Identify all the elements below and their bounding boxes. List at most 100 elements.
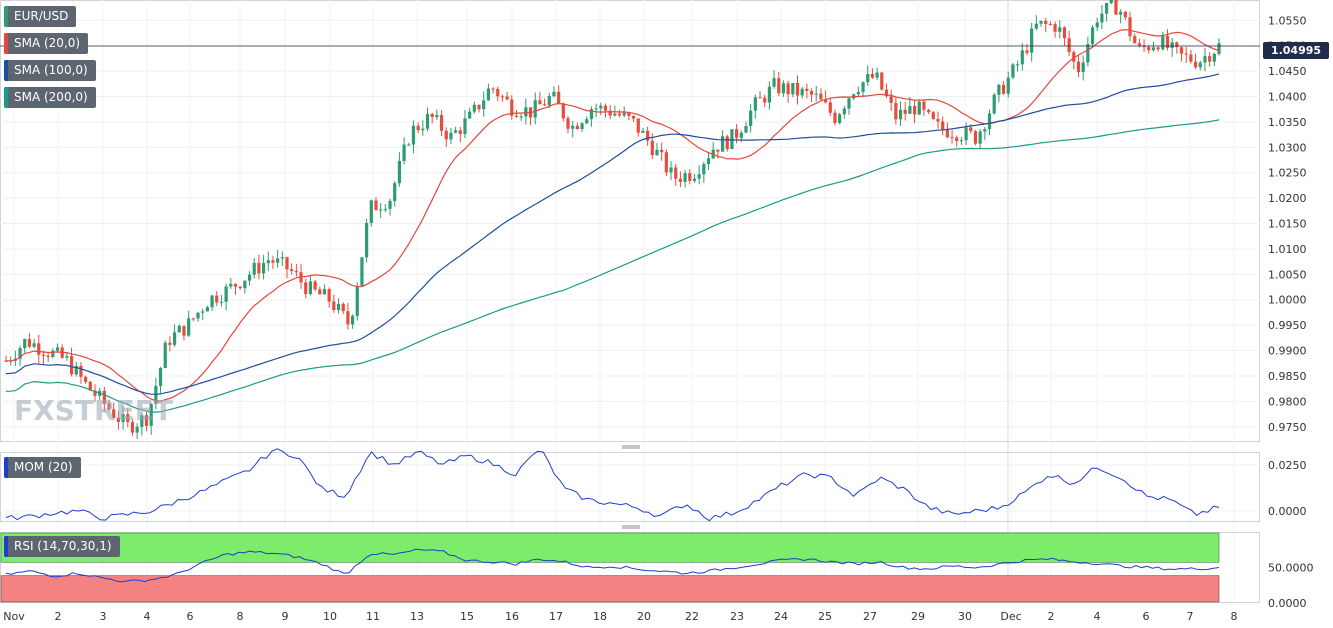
sma20-tag-accent [4, 33, 8, 54]
candle-body [735, 129, 739, 138]
price-tick-label: 0.9850 [1268, 370, 1307, 383]
candle-body [1025, 50, 1029, 53]
candle-body [205, 307, 209, 312]
sma-lines [0, 28, 1260, 413]
candle-body [1217, 43, 1221, 54]
time-tick-label: 16 [505, 610, 519, 623]
candle-body [1076, 61, 1081, 73]
candle-body [964, 127, 968, 141]
candle-body [341, 303, 345, 312]
mom-panel-frame [0, 452, 1260, 522]
rsi-tag-accent [4, 536, 8, 557]
candle-body [144, 415, 149, 426]
time-tick-label: 9 [282, 610, 289, 623]
candle-body [430, 113, 434, 117]
sma20-tag[interactable]: SMA (20,0) [4, 33, 89, 54]
candle-body [18, 348, 22, 359]
candle-body [1020, 50, 1024, 65]
candle-body [308, 281, 313, 295]
sma200-tag[interactable]: SMA (200,0) [4, 87, 96, 108]
candle-body [585, 119, 589, 124]
time-tick-label: 2 [55, 610, 62, 623]
rsi-overbought-zone [0, 532, 1220, 563]
candle-body [941, 121, 945, 130]
candle-body [589, 109, 594, 120]
candle-body [107, 403, 111, 410]
candle-body [720, 136, 725, 152]
candle-body [397, 160, 402, 184]
candle-body [294, 270, 298, 273]
candle-body [833, 112, 837, 123]
candle-body [547, 96, 551, 106]
candle-body [84, 376, 88, 382]
candle-body [636, 118, 640, 133]
candle-body [739, 132, 743, 138]
candle-body [454, 130, 458, 133]
candle-body [102, 390, 106, 404]
candle-body [449, 132, 453, 140]
candle-body [912, 105, 917, 115]
candle-body [1090, 27, 1095, 45]
candle-body [749, 110, 753, 127]
sma200-tag-accent [4, 87, 8, 108]
time-tick-label: 20 [637, 610, 651, 623]
candle-body [898, 109, 903, 120]
rsi-tag[interactable]: RSI (14,70,30,1) [4, 536, 120, 557]
time-tick-label: 8 [1231, 610, 1238, 623]
candle-body [997, 84, 1001, 95]
candle-body [360, 257, 364, 286]
candle-body [51, 350, 55, 357]
sma100-tag-accent [4, 60, 8, 81]
candle-body [233, 283, 238, 287]
candle-body [744, 126, 748, 133]
price-tick-label: 1.0000 [1268, 294, 1307, 307]
candle-body [1208, 56, 1212, 62]
candle-body [69, 356, 74, 375]
candle-body [463, 118, 467, 134]
symbol-tag[interactable]: EUR/USD [4, 6, 77, 27]
time-tick-label: 11 [366, 610, 380, 623]
candle-body [795, 83, 800, 96]
candle-body [350, 315, 355, 325]
time-tick-label: 4 [1094, 610, 1101, 623]
candle-body [838, 114, 842, 123]
mom-tag-accent [4, 457, 8, 478]
candle-body [660, 149, 664, 153]
candle-body [880, 72, 884, 90]
candle-body [41, 354, 46, 356]
candle-body [285, 257, 289, 270]
candle-body [93, 390, 97, 396]
candle-body [571, 125, 575, 129]
candle-body [383, 208, 387, 210]
candle-body [580, 123, 584, 129]
candle-body [983, 129, 987, 132]
candle-body [809, 90, 814, 95]
candle-body [1104, 3, 1109, 14]
rsi-tick-label: 50.0000 [1268, 562, 1314, 575]
sma100-line [5, 73, 1220, 395]
candle-body [482, 100, 486, 110]
candle-body [1016, 64, 1020, 66]
candle-body [468, 111, 472, 119]
candle-body [1151, 47, 1156, 51]
candle-body [786, 83, 790, 95]
candle-body [557, 91, 561, 104]
candle-body [4, 360, 8, 362]
mom-tick-label: 0.0250 [1268, 459, 1307, 472]
candle-body [688, 173, 692, 181]
candle-body [416, 125, 420, 131]
rsi-oversold-zone [0, 575, 1220, 603]
mom-tag[interactable]: MOM (20) [4, 457, 81, 478]
sma100-tag[interactable]: SMA (100,0) [4, 60, 96, 81]
candle-body [622, 112, 626, 116]
candle-body [894, 102, 898, 120]
candle-body [1001, 84, 1006, 94]
candle-body [987, 113, 992, 130]
candle-body [126, 414, 130, 423]
candle-body [627, 112, 631, 116]
candle-body [533, 100, 537, 118]
candle-body [74, 365, 78, 375]
candle-body [753, 97, 757, 111]
candle-body [730, 129, 734, 150]
time-tick-label: 23 [730, 610, 744, 623]
